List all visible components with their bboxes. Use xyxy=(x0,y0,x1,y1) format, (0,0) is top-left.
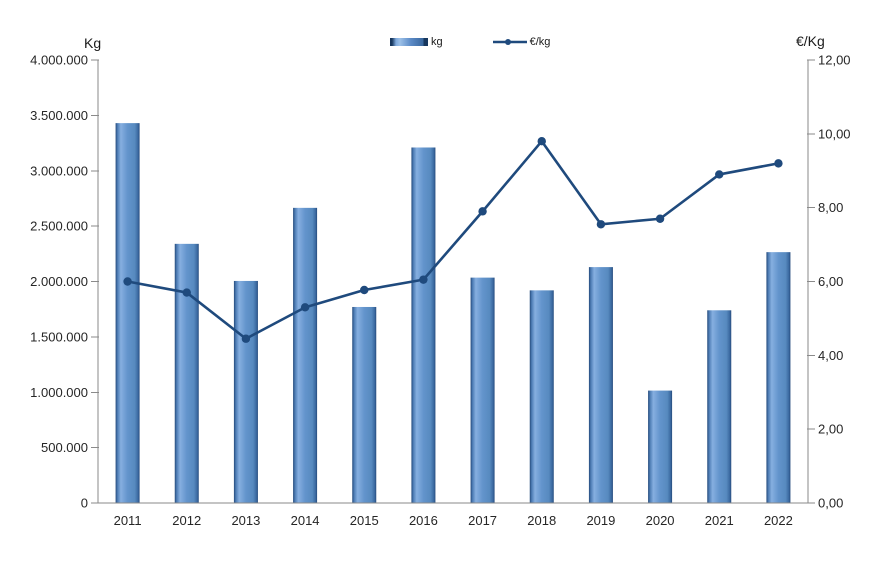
x-axis-label-2012: 2012 xyxy=(172,513,201,528)
bar-2020[interactable] xyxy=(648,390,673,503)
x-axis-label-2017: 2017 xyxy=(468,513,497,528)
bar-2016[interactable] xyxy=(411,147,436,503)
y-axis-tick-label-left: 2.500.000 xyxy=(30,219,88,234)
line-point-2013[interactable] xyxy=(241,334,251,343)
y-axis-tick-label-right: 10,00 xyxy=(818,126,851,141)
line-marker-swatch-icon xyxy=(492,39,527,45)
line-point-2014[interactable] xyxy=(300,303,310,312)
line-point-2019[interactable] xyxy=(596,220,606,229)
bar-2022[interactable] xyxy=(766,252,791,503)
right-axis-title: €/Kg xyxy=(796,33,825,49)
line-point-2016[interactable] xyxy=(419,275,428,284)
line-point-2012[interactable] xyxy=(182,288,191,297)
line-point-2021[interactable] xyxy=(715,170,724,179)
bar-2012[interactable] xyxy=(174,243,199,503)
legend-item-eur-per-kg[interactable]: €/kg xyxy=(492,36,551,48)
line-point-2017[interactable] xyxy=(478,207,487,216)
bar-2011[interactable] xyxy=(115,123,140,503)
y-axis-tick-label-left: 500.000 xyxy=(41,440,88,455)
x-axis-label-2018: 2018 xyxy=(527,513,556,528)
line-point-2020[interactable] xyxy=(655,214,665,223)
legend-label-eur-per-kg: €/kg xyxy=(529,36,551,48)
y-axis-tick-label-left: 0 xyxy=(81,496,88,511)
x-axis-label-2019: 2019 xyxy=(586,513,615,528)
bar-2014[interactable] xyxy=(293,207,318,503)
x-axis-label-2020: 2020 xyxy=(646,513,675,528)
x-axis-label-2015: 2015 xyxy=(350,513,379,528)
line-point-2022[interactable] xyxy=(774,159,783,168)
line-point-2015[interactable] xyxy=(360,285,369,295)
legend-label-kg: kg xyxy=(431,36,443,48)
x-axis-label-2022: 2022 xyxy=(764,513,793,528)
x-axis-label-2014: 2014 xyxy=(291,513,320,528)
legend-item-kg[interactable]: kg xyxy=(390,36,443,48)
legend: kg €/kg xyxy=(390,36,550,48)
y-axis-tick-label-left: 4.000.000 xyxy=(30,53,88,68)
bar-2019[interactable] xyxy=(588,267,613,503)
bar-2018[interactable] xyxy=(529,290,554,503)
x-axis-label-2021: 2021 xyxy=(705,513,734,528)
line-point-2018[interactable] xyxy=(537,137,546,146)
y-axis-tick-label-left: 3.000.000 xyxy=(30,163,88,178)
line-series-eur-per-kg xyxy=(126,139,780,341)
y-axis-tick-label-left: 1.500.000 xyxy=(30,329,88,344)
y-axis-tick-label-left: 3.500.000 xyxy=(30,108,88,123)
bar-2013[interactable] xyxy=(233,280,258,503)
left-axis-title: Kg xyxy=(84,35,102,51)
bar-2015[interactable] xyxy=(352,306,377,503)
y-axis-tick-label-left: 1.000.000 xyxy=(30,385,88,400)
y-axis-tick-label-right: 2,00 xyxy=(818,422,843,437)
x-axis-label-2013: 2013 xyxy=(231,513,260,528)
y-axis-tick-label-right: 0,00 xyxy=(818,496,843,511)
y-axis-tick-label-right: 12,00 xyxy=(818,53,851,68)
y-axis-tick-label-right: 8,00 xyxy=(818,200,843,215)
bar-2017[interactable] xyxy=(470,277,495,503)
y-axis-tick-label-left: 2.000.000 xyxy=(30,274,88,289)
bar-swatch-icon xyxy=(390,38,428,46)
y-axis-tick-label-right: 4,00 xyxy=(818,348,843,363)
y-axis-tick-label-right: 6,00 xyxy=(818,274,843,289)
line-point-2011[interactable] xyxy=(123,277,132,286)
x-axis-label-2016: 2016 xyxy=(409,513,438,528)
bar-2021[interactable] xyxy=(707,310,732,503)
x-axis-label-2011: 2011 xyxy=(114,513,142,528)
